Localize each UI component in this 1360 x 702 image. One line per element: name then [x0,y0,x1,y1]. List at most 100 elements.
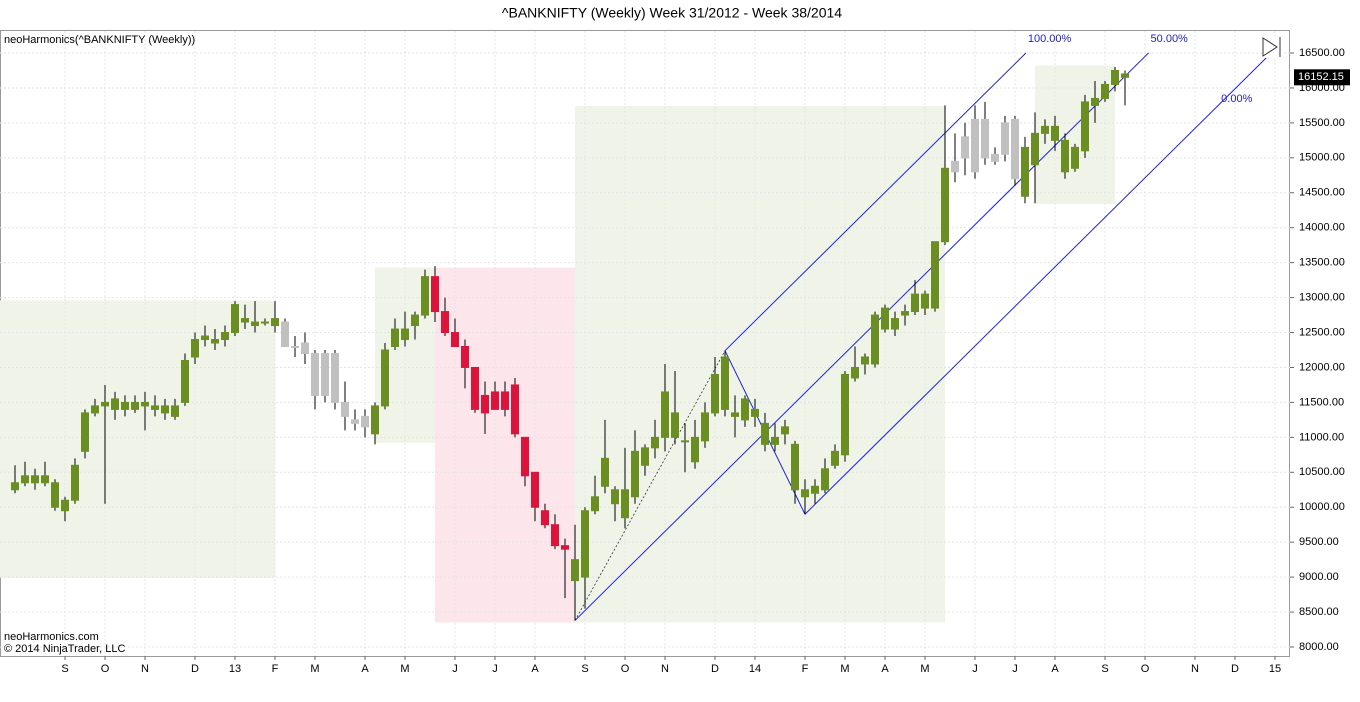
footer-line: © 2014 NinjaTrader, LLC [4,643,125,655]
candle-body [951,160,959,173]
candle-body [291,346,299,349]
y-tick-label: 15000.00 [1299,152,1345,164]
candle-body [321,352,329,396]
x-tick-label: D [1231,663,1239,675]
candle-body [371,405,379,435]
candle-body [171,405,179,417]
candle-body [41,475,49,484]
x-tick-label: J [1012,663,1018,675]
candle-body [341,401,349,417]
fork-median [574,52,1149,621]
candle-body [351,419,359,424]
x-tick-label: M [400,663,409,675]
candle-body [111,398,119,410]
candle-body [381,349,389,407]
x-tick-label: N [141,663,149,675]
candle-body [651,436,659,449]
candle-body [161,405,169,414]
candle-body [1081,101,1089,152]
candle-body [301,342,309,354]
candle-body [931,241,939,309]
y-tick-label: 8000.00 [1299,641,1339,653]
candle-body [81,412,89,452]
chart-title: ^BANKNIFTY (Weekly) Week 31/2012 - Week … [502,5,842,21]
zone [575,106,945,623]
candle-body [991,153,999,162]
x-tick-label: O [1141,663,1150,675]
candle-body [151,405,159,410]
y-tick-label: 12000.00 [1299,361,1345,373]
candle-body [1041,125,1049,134]
candle-body [891,318,899,330]
candle-body [611,489,619,505]
candle-body [531,471,539,508]
candle-body [1051,125,1059,141]
candle-body [241,318,249,323]
x-tick-label: J [452,663,458,675]
candle-body [1021,146,1029,197]
candle-body [561,545,569,550]
x-tick-label: O [621,663,630,675]
candle-body [901,311,909,316]
footer-line: neoHarmonics.com [4,631,99,643]
play-icon[interactable] [1262,36,1284,58]
candle-body [941,167,949,243]
candle-body [641,447,649,466]
candle-body [631,450,639,498]
candle-body [731,412,739,417]
candle-body [361,415,369,428]
y-tick-label: 14500.00 [1299,187,1345,199]
x-tick-label: D [191,663,199,675]
candle-body [771,436,779,445]
y-tick-label: 14000.00 [1299,222,1345,234]
candle-body [91,405,99,414]
candle-body [261,321,269,324]
candle-body [1111,69,1119,85]
candle-body [461,346,469,368]
y-tick-label: 10500.00 [1299,466,1345,478]
x-tick-label: S [61,663,68,675]
candle-body [331,352,339,403]
candle-body [411,314,419,327]
candle-body [101,401,109,407]
candle-body [281,321,289,348]
candle-body [391,328,399,348]
candle-body [1001,122,1009,155]
candle-body [511,384,519,435]
candle-body [621,489,629,519]
candle-body [791,443,799,491]
candle-body [1061,139,1069,173]
candle-body [741,398,749,421]
candle-body [601,457,609,487]
candle-body [311,352,319,396]
candle-body [71,464,79,501]
candle-body [661,391,669,438]
candle-body [851,366,859,379]
x-tick-label: F [272,663,279,675]
y-tick-label: 12500.00 [1299,326,1345,338]
x-tick-label: M [840,663,849,675]
candle-body [781,426,789,435]
candle-body [431,276,439,313]
candle-body [61,499,69,512]
candle-body [181,359,189,403]
candle-body [1101,83,1109,99]
last-price-tag [1294,69,1350,86]
candle-body [691,436,699,463]
candle-body [841,373,849,456]
x-tick-label: S [1101,663,1108,675]
candle-body [51,482,59,508]
y-tick-label: 10000.00 [1299,501,1345,513]
x-tick-label: M [920,663,929,675]
play-button[interactable] [1262,36,1284,58]
candle-body [571,559,579,582]
indicator-label: neoHarmonics(^BANKNIFTY (Weekly)) [4,34,195,46]
fork-ab [574,350,726,621]
x-tick-label: A [361,663,369,675]
candle-body [231,304,239,334]
candle-body [201,335,209,341]
candle-body [211,339,219,344]
candle-body [961,136,969,159]
candle-body [1091,97,1099,106]
